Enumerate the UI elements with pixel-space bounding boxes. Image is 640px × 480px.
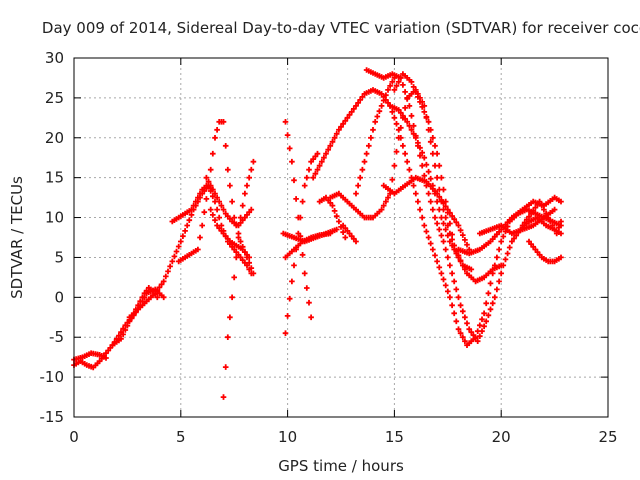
plus-markers xyxy=(310,87,564,348)
y-tick-label: -10 xyxy=(40,368,65,386)
x-tick-label: 5 xyxy=(176,428,186,446)
plus-markers xyxy=(282,230,334,261)
series-trace-16 xyxy=(316,194,349,241)
series-trace-7 xyxy=(203,174,255,229)
series-trace-14 xyxy=(310,87,564,348)
y-axis-label: SDTVAR / TECUs xyxy=(8,176,26,299)
series-trace-4 xyxy=(126,182,255,321)
grid-lines xyxy=(74,58,608,417)
y-tick-label: -5 xyxy=(49,328,64,346)
plus-markers xyxy=(220,158,257,400)
series-trace-21 xyxy=(391,71,475,273)
y-tick-label: 25 xyxy=(45,89,64,107)
x-axis-label: GPS time / hours xyxy=(278,457,404,475)
x-tick-label: 0 xyxy=(69,428,79,446)
axis-ticks: -15 -10 -5 0 5 10 15 20 25 30 0 5 10 15 20 25 xyxy=(40,49,618,446)
data-points xyxy=(71,67,564,400)
series-trace-18 xyxy=(353,75,398,197)
plus-markers xyxy=(71,350,109,363)
y-tick-label: 20 xyxy=(45,129,64,147)
plus-markers xyxy=(519,198,564,237)
y-tick-label: 15 xyxy=(45,169,64,187)
series-trace-13 xyxy=(282,230,334,261)
plus-markers xyxy=(203,174,255,229)
series-trace-2 xyxy=(71,350,109,363)
plus-markers xyxy=(353,75,398,197)
plus-markers xyxy=(316,194,349,241)
x-tick-label: 10 xyxy=(278,428,297,446)
series-trace-25 xyxy=(526,238,564,265)
plus-markers xyxy=(126,182,255,321)
x-tick-label: 15 xyxy=(385,428,404,446)
series-trace-9 xyxy=(207,206,252,261)
x-tick-label: 25 xyxy=(598,428,617,446)
series-trace-8 xyxy=(220,158,257,400)
plus-markers xyxy=(207,206,252,261)
series-trace-22 xyxy=(387,103,462,261)
plus-markers xyxy=(526,238,564,265)
series-trace-10 xyxy=(282,119,314,321)
x-tick-label: 20 xyxy=(492,428,511,446)
plus-markers xyxy=(387,103,462,261)
series-trace-5 xyxy=(169,182,216,225)
series-trace-26 xyxy=(519,198,564,237)
plus-markers xyxy=(169,182,216,225)
series-trace-17 xyxy=(340,222,359,245)
plus-markers xyxy=(282,119,314,321)
plus-markers xyxy=(391,71,475,273)
y-tick-label: 30 xyxy=(45,49,64,67)
y-tick-label: 0 xyxy=(54,288,64,306)
plot-frame xyxy=(73,57,609,418)
plus-markers xyxy=(340,222,359,245)
chart-title: Day 009 of 2014, Sidereal Day-to-day VTE… xyxy=(42,19,640,37)
y-tick-label: 5 xyxy=(54,248,64,266)
y-tick-label: -15 xyxy=(40,408,65,426)
y-tick-label: 10 xyxy=(45,209,64,227)
